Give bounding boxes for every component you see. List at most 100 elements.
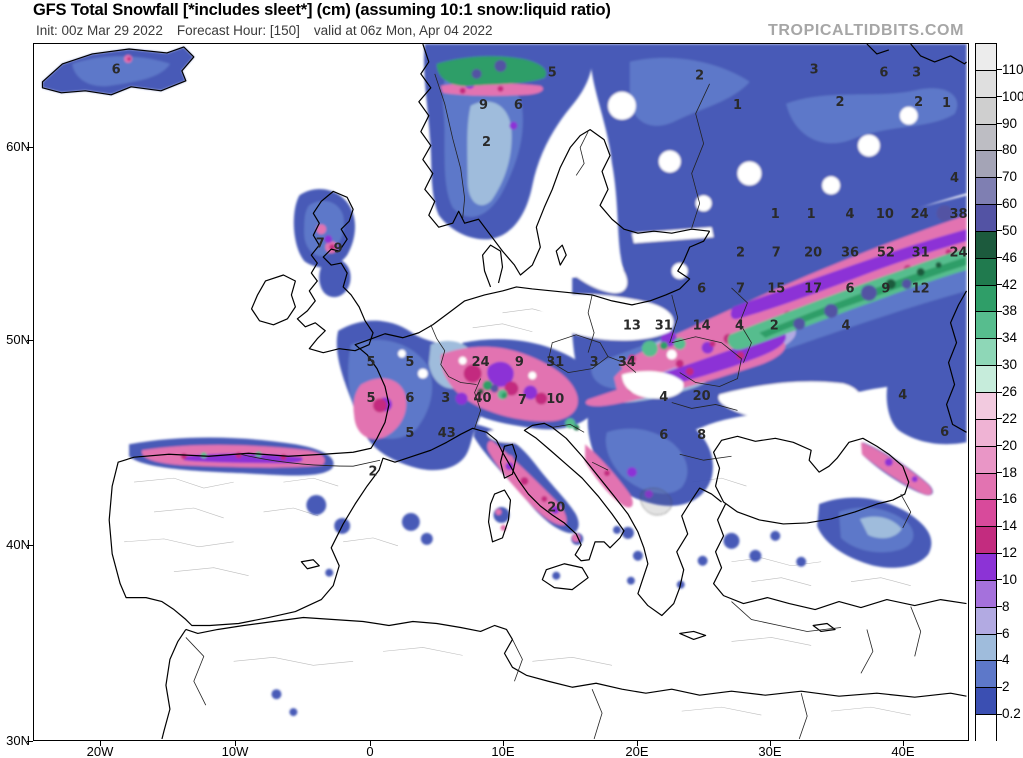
colorbar-tick [997,284,1002,286]
colorbar-tick [997,418,1002,420]
snowfall-value: 1 [942,96,951,111]
colorbar-cell [976,44,996,71]
snow-extreme-hatch [640,487,672,516]
colorbar-tick [997,364,1002,366]
snow-green-dark [477,262,942,431]
colorbar-cell [976,392,996,420]
init-time: Init: 00z Mar 29 2022 [36,23,163,38]
snowfall-value: 4 [659,390,668,405]
colorbar-label: 2 [1002,679,1010,695]
colorbar-cell [976,527,996,555]
snowfall-shading [42,44,967,717]
snowfall-value: 5 [367,391,376,406]
snowfall-value: 38 [950,207,967,222]
colorbar-tick [997,230,1002,232]
snowfall-value: 20 [804,246,822,261]
snowfall-value: 24 [911,207,929,222]
colorbar-label: 38 [1002,303,1018,319]
longitude-tick [235,741,236,746]
colorbar-cell [976,634,996,662]
country-borders [185,73,922,739]
snowfall-value: 5 [405,426,414,441]
colorbar-label: 70 [1002,169,1018,185]
latitude-tick [27,740,33,742]
snowfall-value: 3 [912,65,921,80]
longitude-tick [770,741,771,746]
longitude-label: 0 [366,744,374,758]
map-subtitle: Init: 00z Mar 29 2022 Forecast Hour: [150… [36,23,507,38]
colorbar-cell [976,688,996,716]
longitude-tick [903,741,904,746]
colorbar-cell [976,366,996,393]
colorbar-cell [976,70,996,98]
colorbar-cell [976,500,996,528]
colorbar-tick [997,713,1002,715]
snowfall-value: 7 [518,393,527,408]
snowfall-value: 1 [733,98,742,113]
colorbar-tick [997,203,1002,205]
colorbar-cell [976,258,996,286]
snowfall-value: 20 [693,389,711,404]
colorbar-tick [997,391,1002,393]
colorbar-cell [976,607,996,635]
colorbar-tick [997,257,1002,259]
colorbar-label: 20 [1002,437,1018,453]
colorbar-tick [997,552,1002,554]
colorbar-label: 60 [1002,196,1018,212]
snowfall-value: 2 [695,68,704,83]
snowfall-value: 4 [842,318,851,333]
snowfall-value: 36 [841,246,859,261]
longitude-label: 10W [221,744,249,758]
colorbar-cell [976,312,996,340]
longitude-label: 20W [86,744,114,758]
colorbar-label: 80 [1002,142,1018,158]
colorbar-label: 10 [1002,571,1018,587]
longitude-label: 30E [758,744,782,758]
latitude-label: 40N [6,537,30,552]
colorbar-cell [976,446,996,474]
colorbar-label: 0.2 [1002,706,1021,722]
longitude-tick [100,741,101,746]
snowfall-value: 6 [879,65,888,80]
colorbar-cell [976,661,996,689]
colorbar-label: 30 [1002,357,1018,373]
snowfall-value: 5 [367,355,376,370]
latitude-label: 60N [6,139,30,154]
snowfall-value: 9 [334,242,343,257]
snowfall-value: 4 [845,207,854,222]
snowfall-value: 3 [590,355,599,370]
snowfall-value: 2 [736,246,745,261]
snowfall-value: 31 [546,355,564,370]
colorbar-cell [976,554,996,581]
longitude-label: 10E [491,744,515,758]
colorbar-cell [976,178,996,206]
colorbar-cell [976,231,996,259]
snowfall-value: 3 [810,62,819,77]
coastlines [41,44,967,739]
colorbar-tick [997,606,1002,608]
snowfall-value: 34 [618,355,636,370]
colorbar-cell [976,151,996,179]
snowfall-value: 6 [697,281,706,296]
snowfall-value: 8 [697,428,706,443]
colorbar-tick [997,472,1002,474]
snow-free-gaps [397,91,918,444]
longitude-label: 40E [891,744,915,758]
snowfall-value: 3 [441,391,450,406]
colorbar-tick [997,176,1002,178]
longitude-tick [637,741,638,746]
snowfall-value: 6 [845,281,854,296]
map-canvas[interactable]: 6 5 9 6 2 2 1 3 2 6 3 2 1 4 7 9 1 1 4 10 24 38 2 7 20 36 52 31 24 6 7 1… [33,43,969,741]
colorbar-tick [997,445,1002,447]
colorbar-cell [976,205,996,232]
colorbar-label: 22 [1002,410,1018,426]
colorbar-cell [976,285,996,313]
snowfall-value: 14 [693,318,711,333]
colorbar-cell [976,97,996,125]
snow-slate [471,59,953,393]
colorbar-label: 16 [1002,491,1018,507]
colorbar-label: 50 [1002,222,1018,238]
colorbar-label: 110 [1002,61,1023,77]
